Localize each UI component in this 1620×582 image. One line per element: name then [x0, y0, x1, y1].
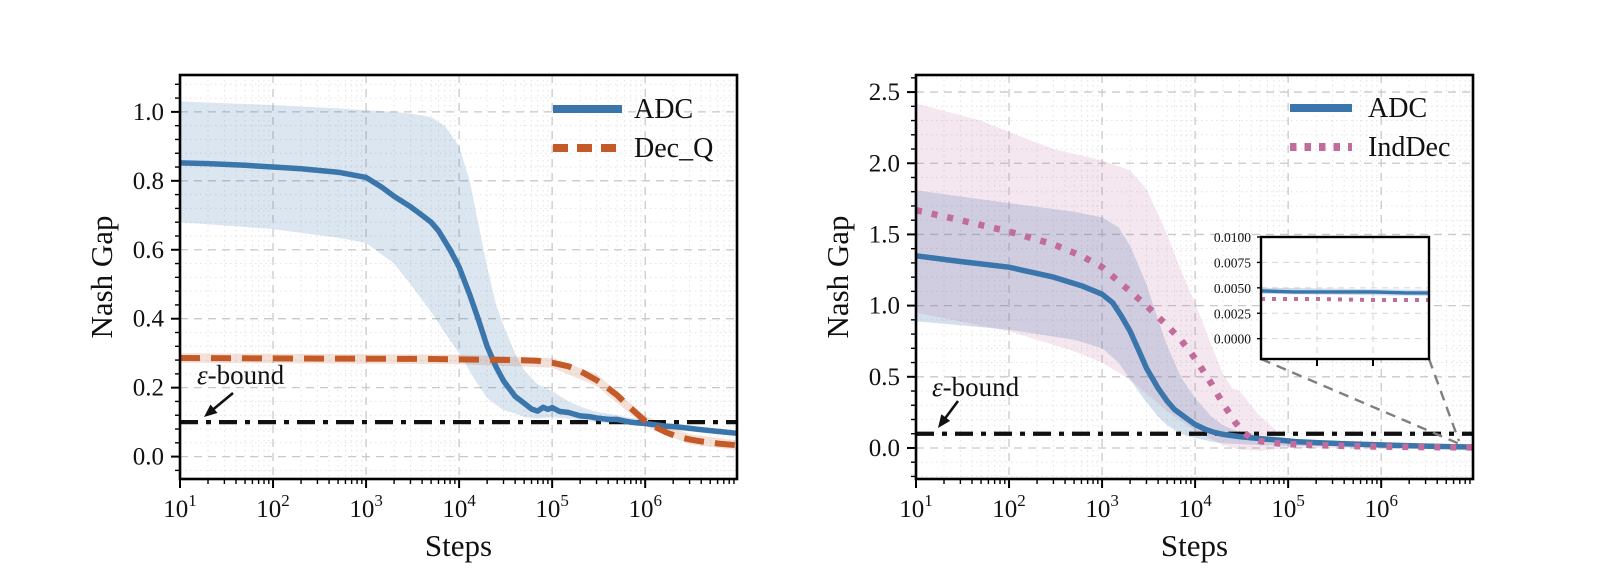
y-tick-label: 0.0: [869, 435, 900, 462]
y-tick-label: 0.4: [133, 306, 165, 333]
y-tick-label: 0.5: [869, 364, 900, 391]
legend-label-adc: ADC: [1368, 93, 1427, 124]
x-axis-label: Steps: [1161, 528, 1228, 563]
inset-connector-1: [1427, 358, 1461, 442]
epsilon-bound-arrow-shaft: [943, 400, 960, 420]
x-tick-label: 102: [992, 491, 1026, 523]
y-axis-label: Nash Gap: [820, 215, 855, 338]
adc-band: [916, 190, 1473, 448]
x-tick-label: 101: [163, 491, 197, 523]
left-chart: 101 102 103 104 105 106 0.0 0.2 0.4 0.6 0.8 1.0 Step…: [84, 73, 739, 563]
x-axis-label: Steps: [425, 528, 492, 563]
y-tick-label: 0.0: [133, 444, 164, 471]
epsilon-bound-label: ε-bound: [197, 360, 285, 390]
y-tick-label: 1.5: [869, 221, 900, 248]
epsilon-bound-arrow-shaft: [211, 391, 234, 411]
epsilon-bound-annotation: ε-bound: [197, 360, 285, 417]
epsilon-bound-label: ε-bound: [932, 372, 1020, 402]
x-tick-label: 103: [1085, 491, 1119, 523]
y-tick-label: 0.8: [133, 168, 164, 195]
right-chart: 101 102 103 104 105 106 0.0 0.5 1.0 1.5 2.0 2.5 Step…: [820, 73, 1475, 563]
y-tick-label: 1.0: [133, 99, 164, 126]
legend: ADC IndDec: [1290, 93, 1450, 163]
x-tick-label: 104: [1178, 491, 1212, 523]
y-tick-label: 2.5: [869, 79, 900, 106]
x-tick-label: 105: [535, 491, 569, 523]
x-tick-label: 101: [899, 491, 933, 523]
y-tick-label: 2.0: [869, 150, 900, 177]
y-tick-label: 1.0: [869, 293, 900, 320]
ticks: [171, 83, 735, 488]
legend: ADC Dec_Q: [553, 94, 713, 164]
dec_q-line: [179, 355, 737, 449]
inset-y-tick-label: 0.0050: [1214, 281, 1251, 296]
inset-chart: 0.0000 0.0025 0.0050 0.0075 0.0100: [1214, 230, 1431, 366]
inset-connector-0: [1260, 357, 1463, 447]
x-tick-label: 102: [256, 491, 290, 523]
legend-label-inddec: IndDec: [1368, 132, 1450, 163]
y-axis-label: Nash Gap: [84, 215, 119, 338]
y-tick-label: 0.2: [133, 375, 164, 402]
inset-frame: [1259, 235, 1431, 361]
x-tick-label: 106: [628, 491, 662, 523]
inset-y-tick-label: 0.0000: [1214, 332, 1251, 347]
inset-y-tick-label: 0.0075: [1214, 255, 1251, 270]
inset-adc-line: [1260, 289, 1429, 295]
adc-line: [179, 160, 737, 436]
inddec-band: [916, 103, 1473, 451]
adc-line: [915, 253, 1473, 450]
ticks: [907, 77, 1471, 488]
epsilon-bound-arrow-head: [204, 404, 218, 417]
legend-label-dec_q: Dec_Q: [634, 133, 713, 164]
x-tick-label: 104: [442, 491, 476, 523]
grid: [179, 75, 737, 479]
epsilon-bound-annotation: ε-bound: [932, 372, 1020, 428]
legend-label-adc: ADC: [634, 94, 693, 125]
epsilon-bound-arrow-head: [938, 414, 951, 428]
x-tick-label: 106: [1364, 491, 1398, 523]
y-tick-label: 0.6: [133, 237, 164, 264]
x-tick-label: 105: [1271, 491, 1305, 523]
inset-y-tick-label: 0.0100: [1214, 230, 1251, 245]
inset-y-tick-label: 0.0025: [1214, 306, 1251, 321]
x-tick-label: 103: [349, 491, 383, 523]
